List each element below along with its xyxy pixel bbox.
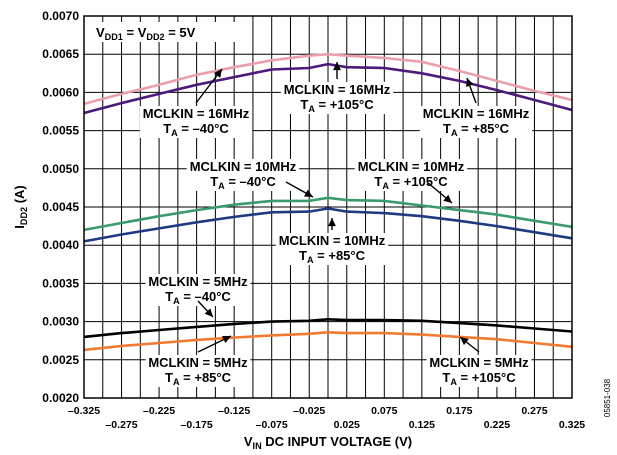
series-line-1	[83, 52, 573, 106]
y-tick-label: 0.0060	[42, 85, 79, 99]
ticks-layer: 0.0020 0.0025 0.0030 0.0035 0.0040 0.0045 0.00…	[42, 9, 585, 431]
annotation-text: MCLKIN = 5MHz	[148, 274, 248, 289]
x-tick-label: 0.175	[446, 405, 472, 417]
annotation-arrowhead	[304, 189, 313, 197]
x-axis-title: VIN DC INPUT VOLTAGE (V)	[244, 434, 412, 451]
series-layer	[83, 52, 573, 352]
y-tick-label: 0.0030	[42, 315, 79, 329]
annotation-bg	[275, 233, 389, 265]
y-tick-label: 0.0070	[42, 9, 79, 23]
x-tick-label: –0.025	[293, 405, 325, 417]
x-tick-label: –0.125	[218, 405, 250, 417]
series-line-2	[83, 62, 573, 115]
annotation-text: TA = +85°C	[299, 248, 366, 265]
annotation-text: TA = –40°C	[163, 121, 229, 138]
y-tick-label: 0.0055	[42, 124, 79, 138]
annotation-bg	[145, 355, 251, 387]
annotation-text: TA = +105°C	[374, 174, 448, 191]
x-tick-label: 0.025	[334, 419, 360, 431]
axis-titles: VIN DC INPUT VOLTAGE (V) IDD2 (A) 05851-03…	[12, 185, 612, 451]
annotation-bg	[90, 22, 240, 42]
annotation-bg	[419, 106, 533, 138]
annotation-bg	[354, 159, 468, 191]
annotation-text: TA = +105°C	[300, 97, 374, 114]
x-tick-label: 0.125	[409, 419, 435, 431]
grid	[83, 15, 573, 399]
annotation-arrowhead	[333, 62, 341, 71]
series-line-4	[83, 207, 573, 243]
annotation-text: TA = +85°C	[165, 370, 232, 387]
x-tick-label: 0.075	[371, 405, 397, 417]
annotation-arrowhead	[328, 218, 336, 227]
x-tick-label: –0.175	[181, 419, 213, 431]
x-tick-label: –0.325	[68, 405, 100, 417]
x-tick-label: –0.075	[256, 419, 288, 431]
annotation-bg	[280, 82, 394, 114]
x-tick-label: 0.225	[484, 419, 510, 431]
x-tick-label: 0.325	[559, 419, 585, 431]
series-line-5	[83, 317, 573, 339]
y-tick-label: 0.0040	[42, 238, 79, 252]
y-tick-label: 0.0050	[42, 162, 79, 176]
annotation-bg	[426, 355, 532, 387]
y-axis-title: IDD2 (A)	[12, 185, 29, 229]
annotation-text: MCLKIN = 16MHz	[284, 82, 391, 97]
annotation-bg	[186, 159, 300, 191]
annotation-text: MCLKIN = 10MHz	[190, 159, 297, 174]
annotation-arrowhead	[222, 336, 231, 344]
annotation-arrowhead	[466, 78, 474, 87]
y-tick-label: 0.0045	[42, 200, 79, 214]
annotation-text: MCLKIN = 10MHz	[279, 233, 386, 248]
annotation-bg	[145, 274, 251, 306]
annotation-text: MCLKIN = 5MHz	[429, 355, 529, 370]
plot-border	[83, 15, 573, 399]
y-tick-label: 0.0065	[42, 47, 79, 61]
annotation-arrowhead	[213, 69, 222, 78]
y-tick-label: 0.0025	[42, 353, 79, 367]
annotation-text: TA = –40°C	[165, 289, 231, 306]
annotation-arrowhead	[443, 194, 452, 203]
annotation-text: TA = +85°C	[443, 121, 510, 138]
annotation-arrowhead	[460, 337, 469, 346]
y-tick-label: 0.0035	[42, 276, 79, 290]
annotation-text: MCLKIN = 16MHz	[423, 106, 530, 121]
series-line-6	[83, 330, 573, 352]
annotation-text: TA = –40°C	[210, 174, 276, 191]
series-line-3	[83, 196, 573, 232]
plot-frame	[83, 15, 573, 399]
x-tick-label: –0.225	[143, 405, 175, 417]
annotation-bg	[139, 106, 253, 138]
x-tick-label: 0.275	[521, 405, 547, 417]
y-tick-label: 0.0020	[42, 391, 79, 405]
figure-id: 05851-038	[603, 378, 612, 417]
annotation-text: MCLKIN = 10MHz	[358, 159, 465, 174]
annotation-arrowhead	[204, 308, 213, 317]
supply-label: VDD1 = VDD2 = 5V	[96, 25, 196, 42]
annotation-text: MCLKIN = 16MHz	[143, 106, 250, 121]
x-tick-label: –0.275	[105, 419, 137, 431]
annotation-text: TA = +105°C	[442, 370, 516, 387]
annotation-text: MCLKIN = 5MHz	[148, 355, 248, 370]
